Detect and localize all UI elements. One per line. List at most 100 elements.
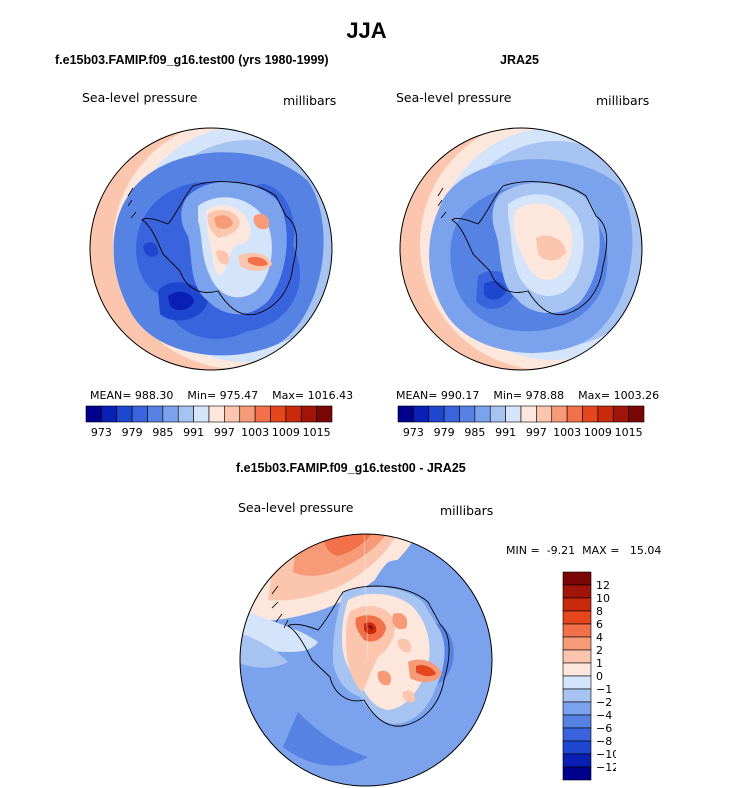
diff-colorbar-label: 4 (596, 631, 603, 644)
obs-colorbar-box (566, 405, 583, 423)
model-mean-value: 988.30 (134, 389, 174, 402)
diff-colorbar-label: 1 (596, 657, 603, 670)
diff-polar-map (239, 533, 493, 787)
diff-colorbar-box (562, 584, 592, 599)
obs-colorbar-box (582, 405, 599, 423)
obs-min-value: 978.88 (525, 389, 565, 402)
obs-colorbar-box (443, 405, 460, 423)
diff-colorbar-label: −8 (596, 735, 612, 748)
obs-colorbar-box (536, 405, 553, 423)
model-min-value: 975.47 (219, 389, 259, 402)
diff-colorbar-box (562, 727, 592, 742)
obs-polar-map (399, 127, 643, 371)
diff-stats: MIN = -9.21 MAX = 15.04 (506, 544, 661, 557)
obs-units-label: millibars (596, 93, 650, 108)
model-colorbar-label: 985 (152, 426, 173, 437)
model-colorbar-box (316, 405, 333, 423)
diff-colorbar-box (562, 662, 592, 677)
diff-max-label: MAX = (582, 544, 620, 557)
obs-colorbar-box (459, 405, 476, 423)
model-colorbar-box (208, 405, 225, 423)
diff-colorbar-label: −10 (596, 748, 616, 761)
model-colorbar-label: 1003 (241, 426, 269, 437)
model-colorbar-label: 1009 (272, 426, 300, 437)
model-colorbar-box (270, 405, 287, 423)
model-colorbar-box (177, 405, 194, 423)
model-colorbar-box (147, 405, 164, 423)
model-colorbar-box (116, 405, 133, 423)
obs-colorbar-label: 997 (526, 426, 547, 437)
diff-max-value: 15.04 (629, 544, 662, 557)
model-units-label: millibars (283, 93, 337, 108)
diff-colorbar-box (562, 597, 592, 612)
model-colorbar-box (224, 405, 241, 423)
diff-colorbar-box (562, 714, 592, 729)
obs-colorbar-label: 1009 (584, 426, 612, 437)
model-colorbar-box (85, 405, 102, 423)
obs-colorbar-box (551, 405, 568, 423)
obs-colorbar-label: 985 (464, 426, 485, 437)
obs-mean-value: 990.17 (440, 389, 480, 402)
diff-colorbar-box (562, 610, 592, 625)
diff-colorbar-box (562, 623, 592, 638)
diff-colorbar-box (562, 740, 592, 755)
model-colorbar-box (285, 405, 302, 423)
obs-colorbar-box (397, 405, 414, 423)
diff-colorbar-label: −4 (596, 709, 612, 722)
model-colorbar-label: 997 (214, 426, 235, 437)
obs-colorbar-box (520, 405, 537, 423)
diff-units-label: millibars (440, 503, 494, 518)
obs-panel-title: JRA25 (500, 53, 539, 67)
obs-max-value: 1003.26 (613, 389, 660, 402)
model-stats: MEAN= 988.30 Min= 975.47 Max= 1016.43 (90, 389, 353, 402)
model-colorbar-box (239, 405, 256, 423)
obs-colorbar-box (597, 405, 614, 423)
model-colorbar-label: 1015 (303, 426, 331, 437)
diff-min-value: -9.21 (546, 544, 576, 557)
diff-colorbar-label: −1 (596, 683, 612, 696)
diff-colorbar-box (562, 701, 592, 716)
diff-colorbar-box (562, 636, 592, 651)
diff-field-label: Sea-level pressure (238, 500, 354, 515)
obs-field-label: Sea-level pressure (396, 90, 512, 105)
model-polar-map (89, 127, 333, 371)
diff-colorbar-label: 6 (596, 618, 603, 631)
diff-min-label: MIN = (506, 544, 540, 557)
model-colorbar-box (162, 405, 179, 423)
diff-colorbar-label: 8 (596, 605, 603, 618)
obs-colorbar-label: 991 (495, 426, 516, 437)
diff-colorbar-box (562, 571, 592, 586)
diff-colorbar-box (562, 688, 592, 703)
diff-colorbar-label: 12 (596, 579, 610, 592)
obs-colorbar-box (474, 405, 491, 423)
model-max-value: 1016.43 (307, 389, 354, 402)
obs-colorbar-box (413, 405, 430, 423)
obs-colorbar-box (489, 405, 506, 423)
model-colorbar-box (300, 405, 317, 423)
diff-colorbar-label: 2 (596, 644, 603, 657)
diff-colorbar-label: −6 (596, 722, 612, 735)
obs-mean-label: MEAN= (396, 389, 438, 402)
diff-colorbar-label: 0 (596, 670, 603, 683)
obs-max-label: Max= (578, 389, 611, 402)
model-colorbar: 973 979 985 991 997 1003 1009 1015 (85, 405, 333, 437)
model-colorbar-box (254, 405, 271, 423)
model-min-label: Min= (187, 389, 217, 402)
diff-colorbar-box (562, 675, 592, 690)
diff-colorbar-box (562, 649, 592, 664)
obs-colorbar-box (628, 405, 645, 423)
obs-min-label: Min= (493, 389, 523, 402)
obs-colorbar-label: 1003 (553, 426, 581, 437)
model-colorbar-box (193, 405, 210, 423)
model-mean-label: MEAN= (90, 389, 132, 402)
model-field-label: Sea-level pressure (82, 90, 198, 105)
model-panel-title: f.e15b03.FAMIP.f09_g16.test00 (yrs 1980-… (55, 53, 329, 67)
obs-colorbar-box (612, 405, 629, 423)
diff-colorbar-label: 10 (596, 592, 610, 605)
model-max-label: Max= (272, 389, 305, 402)
diff-colorbar-label: −2 (596, 696, 612, 709)
diff-colorbar-box (562, 753, 592, 768)
obs-colorbar-label: 1015 (615, 426, 643, 437)
model-colorbar-label: 991 (183, 426, 204, 437)
model-colorbar-box (101, 405, 118, 423)
